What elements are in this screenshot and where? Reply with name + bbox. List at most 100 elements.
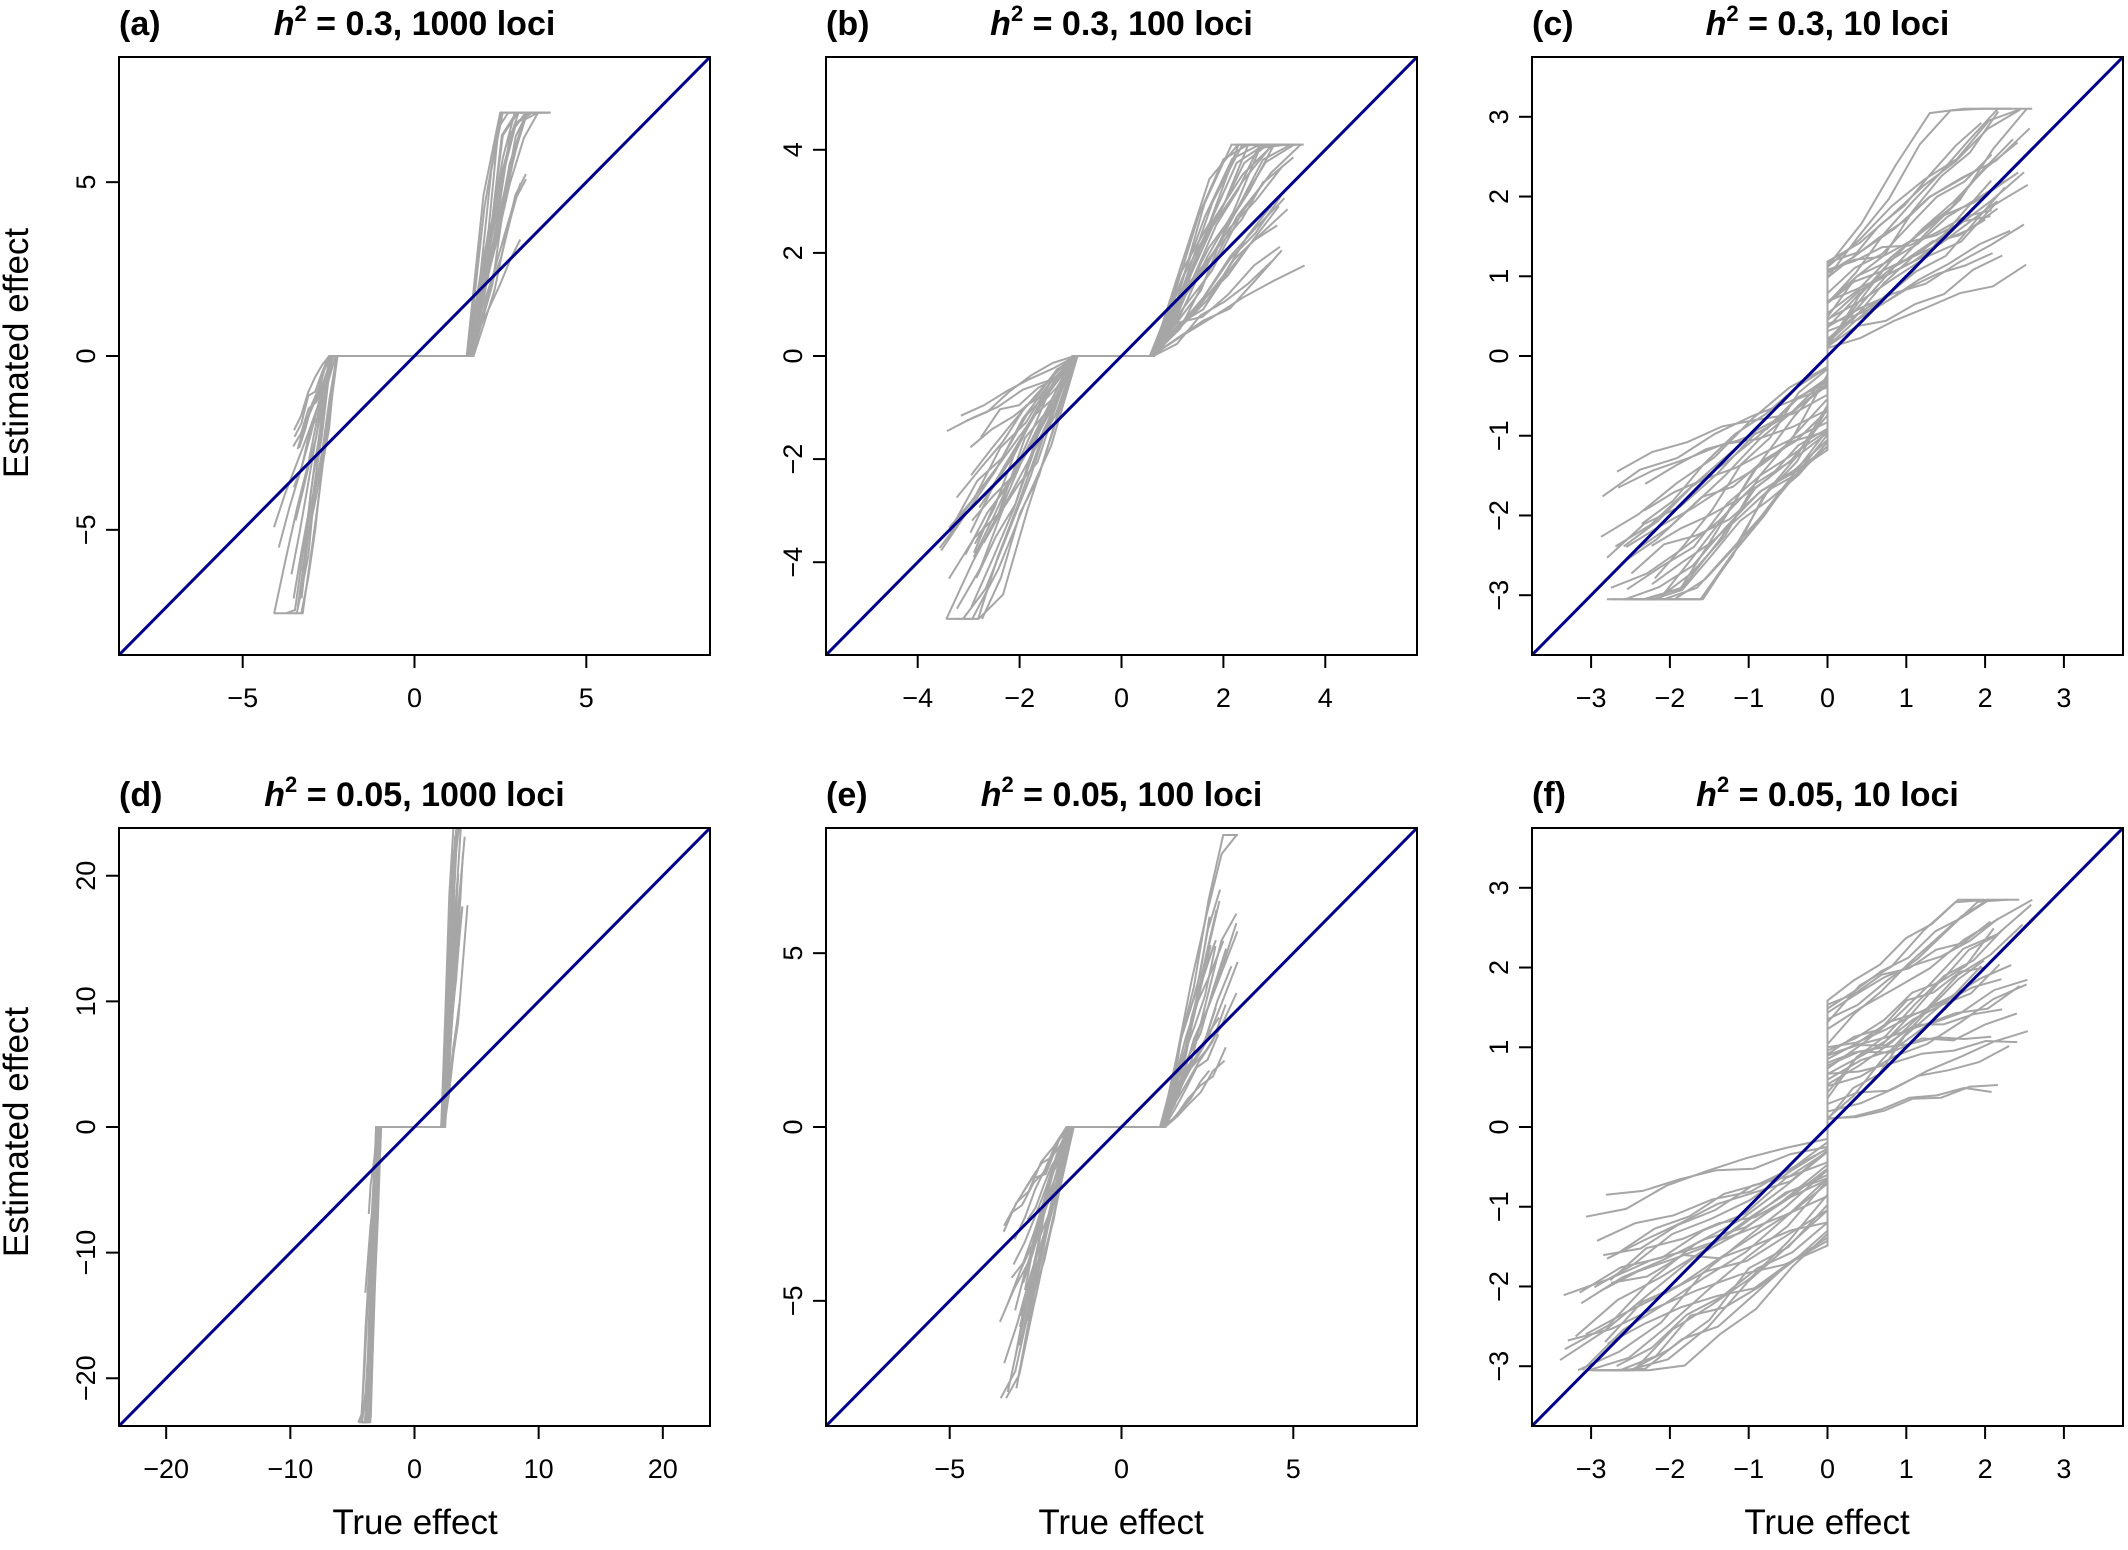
trajectory-line [1826, 138, 2014, 356]
trajectory-line [1826, 898, 2033, 1127]
trajectory-line [946, 355, 1122, 432]
trajectory-line [1826, 978, 2002, 1127]
panel-a: −5 0 5 −5 0 5 (a) h2 = 0.3, 1000 loci [71, 1, 711, 713]
trajectory-line [1012, 1126, 1122, 1265]
x-tick-label: −2 [1004, 683, 1035, 713]
trajectory-group [998, 834, 1239, 1399]
panel-letter: (e) [826, 776, 868, 814]
trajectory-line [1606, 1127, 1829, 1260]
y-tick-label: 1 [1484, 1040, 1514, 1055]
y-tick-label: −20 [71, 1355, 101, 1401]
x-tick-label: −2 [1655, 683, 1686, 713]
x-tick-label: −2 [1655, 1454, 1686, 1484]
trajectory-line [1826, 927, 1995, 1127]
trajectory-line [1621, 356, 1829, 564]
y-tick-label: −10 [71, 1230, 101, 1276]
panel-title: h2 = 0.05, 100 loci [981, 772, 1263, 814]
trajectory-line [298, 355, 415, 449]
panel-letter: (b) [826, 5, 869, 43]
y-tick-label: 2 [1484, 960, 1514, 975]
trajectory-line [1610, 1127, 1829, 1284]
trajectory-group [273, 111, 551, 615]
trajectory-line [1121, 264, 1306, 357]
trajectory-line [980, 355, 1122, 438]
panel-f: −3 −2 −1 0 1 2 3 −3 −2 −1 0 1 2 3 (f) h2 = 0.05, 10 loc… [1484, 772, 2124, 1484]
panel-letter: (c) [1532, 5, 1574, 43]
trajectory-group [357, 828, 469, 1424]
trajectory-line [1826, 978, 2028, 1127]
panels: −5 0 5−505(a) h2 = 0.3, 1000 loci−4 −2 0 2 4−4−… [71, 1, 2124, 1484]
trajectory-line [1826, 959, 1985, 1127]
trajectory-line [945, 355, 1122, 620]
trajectory-group [1600, 107, 2033, 601]
trajectory-line [414, 182, 522, 357]
trajectory-line [1616, 1127, 1829, 1367]
x-tick-label: 3 [2056, 683, 2071, 713]
trajectory-line [414, 828, 466, 1128]
trajectory-line [1643, 356, 1829, 512]
y-tick-label: 1 [1484, 269, 1514, 284]
x-tick-label: −5 [934, 1454, 965, 1484]
y-tick-label: 0 [778, 1119, 808, 1134]
identity-line [1532, 57, 2123, 655]
trajectory-line [1826, 109, 2021, 356]
x-tick-label: 20 [648, 1454, 678, 1484]
trajectory-line [1625, 356, 1829, 601]
x-tick-label: −5 [227, 683, 258, 713]
trajectory-line [1631, 356, 1829, 601]
x-tick-label: 10 [524, 1454, 554, 1484]
x-tick-label: 5 [579, 683, 594, 713]
y-axis-title-top: Estimated effect [0, 228, 36, 479]
trajectory-group [1559, 898, 2033, 1372]
trajectory-line [414, 112, 539, 357]
trajectory-line [1591, 1127, 1829, 1372]
trajectory-line [1563, 1127, 1829, 1297]
y-tick-label: 0 [1484, 1119, 1514, 1134]
panel-title: h2 = 0.05, 1000 loci [264, 772, 565, 814]
trajectory-line [1651, 356, 1829, 547]
identity-line [826, 57, 1417, 655]
x-axis-title-left: True effect [332, 1503, 498, 1542]
trajectory-line [1621, 1127, 1829, 1371]
y-tick-label: 4 [778, 142, 808, 157]
panel-title: h2 = 0.3, 1000 loci [274, 1, 556, 43]
x-tick-label: 0 [407, 1454, 422, 1484]
trajectory-line [1121, 143, 1287, 357]
trajectory-line [1826, 1084, 1998, 1127]
trajectory-line [1826, 963, 2001, 1127]
trajectory-line [1625, 356, 1829, 601]
x-tick-label: 1 [1899, 683, 1914, 713]
trajectory-line [1579, 1127, 1829, 1294]
x-axis-title-middle: True effect [1038, 1503, 1204, 1542]
trajectory-line [1616, 356, 1829, 473]
y-tick-label: −2 [1484, 500, 1514, 531]
panel-letter: (a) [119, 5, 161, 43]
trajectory-line [1654, 356, 1829, 580]
trajectory-line [1617, 356, 1829, 489]
trajectory-line [361, 1126, 415, 1424]
trajectory-line [1826, 209, 1992, 356]
x-tick-label: 1 [1899, 1454, 1914, 1484]
y-tick-label: −4 [778, 547, 808, 578]
trajectory-line [414, 111, 518, 357]
trajectory-line [1121, 909, 1218, 1128]
x-tick-label: 0 [407, 683, 422, 713]
x-tick-label: −10 [267, 1454, 313, 1484]
trajectory-line [1826, 898, 1990, 1127]
trajectory-line [1630, 356, 1829, 575]
panel-title: h2 = 0.05, 10 loci [1696, 772, 1959, 814]
y-tick-label: 0 [778, 348, 808, 363]
trajectory-line [1604, 1127, 1829, 1343]
y-tick-label: 2 [778, 245, 808, 260]
trajectory-line [1826, 153, 1993, 356]
trajectory-line [1623, 356, 1829, 548]
trajectory-line [1121, 143, 1287, 357]
y-tick-label: −3 [1484, 1351, 1514, 1382]
panel-d: −20 −10 0 10 20 −20 −10 0 10 20 (d) h2 = 0.05, 1000… [71, 772, 711, 1484]
y-tick-label: 3 [1484, 880, 1514, 895]
trajectory-line [1826, 898, 1985, 1127]
x-tick-label: 2 [1978, 1454, 1993, 1484]
trajectory-line [1625, 356, 1829, 548]
identity-line [119, 57, 710, 655]
